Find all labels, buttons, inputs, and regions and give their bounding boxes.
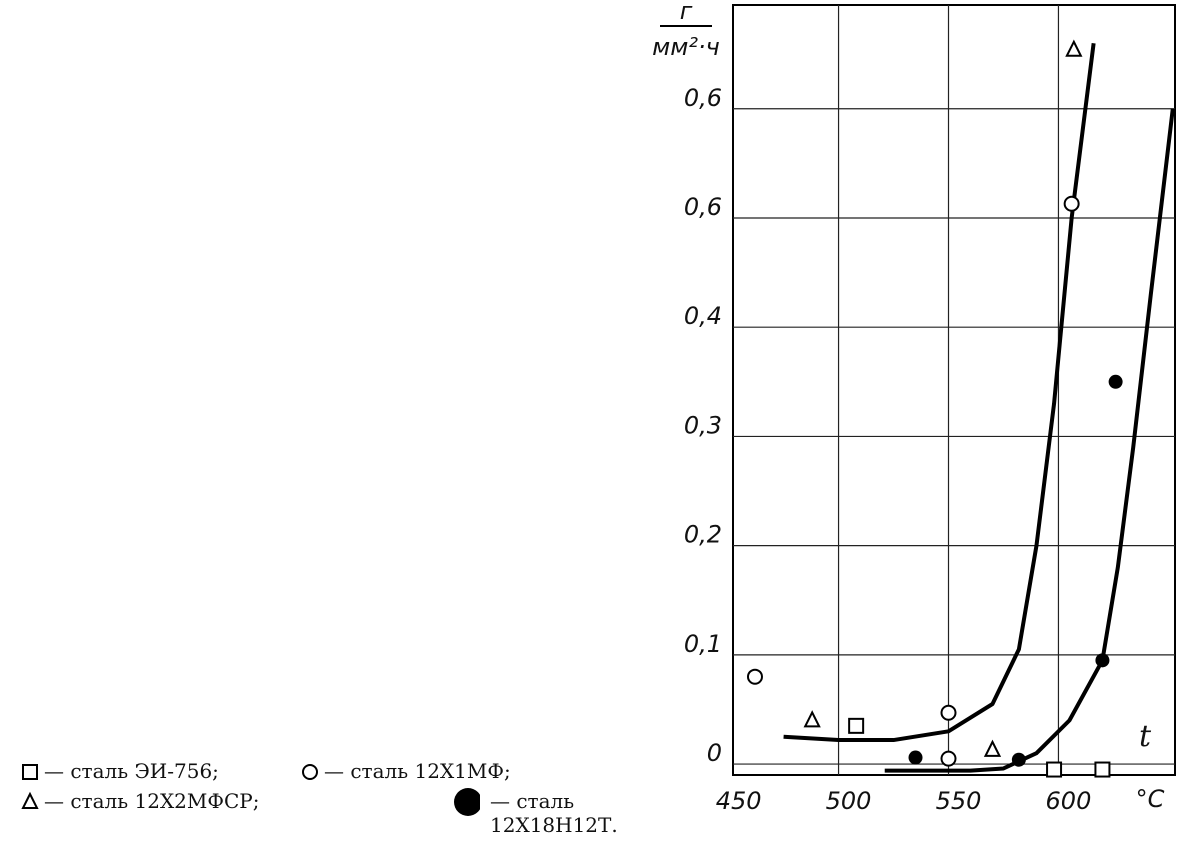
y-tick-label: 0,4 bbox=[684, 302, 722, 330]
circle-marker bbox=[302, 764, 318, 780]
y-tick-label: 0,6 bbox=[684, 193, 722, 221]
circle-marker bbox=[940, 704, 957, 721]
x-tick-label: 500 bbox=[826, 787, 872, 815]
x-unit: °C bbox=[1136, 785, 1165, 813]
dot-marker bbox=[1095, 653, 1110, 668]
circle-marker bbox=[940, 750, 957, 767]
dot-marker bbox=[454, 788, 480, 816]
fit-curve bbox=[884, 108, 1175, 773]
y-label-numerator: г bbox=[680, 0, 693, 25]
square-marker bbox=[1046, 761, 1063, 778]
triangle-marker bbox=[21, 791, 39, 809]
circle-marker bbox=[746, 668, 763, 685]
legend-label: — сталь ЭИ-756; bbox=[44, 759, 219, 783]
y-tick-label: 0,6 bbox=[684, 84, 722, 112]
dot-marker bbox=[1011, 752, 1026, 767]
circle-marker bbox=[1063, 195, 1080, 212]
legend-label: — сталь 12Х18Н12Т. bbox=[490, 789, 618, 837]
x-tick-label: 550 bbox=[936, 787, 982, 815]
plot-frame bbox=[732, 4, 1176, 776]
dot-marker bbox=[1108, 374, 1123, 389]
square-marker bbox=[22, 764, 38, 780]
y-tick-label: 0,1 bbox=[684, 630, 722, 658]
legend-marker bbox=[302, 764, 318, 780]
triangle-marker bbox=[1065, 39, 1083, 57]
legend-label: — сталь 12Х1МФ; bbox=[324, 759, 511, 783]
x-label: t bbox=[1139, 719, 1152, 754]
fit-curve bbox=[783, 42, 1096, 743]
legend-label: — сталь 12Х2МФСР; bbox=[44, 789, 260, 813]
y-tick-label: 0,3 bbox=[684, 411, 722, 439]
dot-marker bbox=[908, 750, 923, 765]
y-tick-label: 0,2 bbox=[684, 521, 722, 549]
square-marker bbox=[1094, 761, 1111, 778]
x-tick-label: 600 bbox=[1046, 787, 1092, 815]
legend-marker bbox=[22, 764, 38, 780]
y-tick-label: 0 bbox=[707, 739, 722, 767]
x-tick-label: 450 bbox=[716, 787, 762, 815]
square-marker bbox=[848, 717, 865, 734]
y-label-denominator: мм²·ч bbox=[652, 33, 720, 61]
triangle-marker bbox=[983, 739, 1002, 757]
legend-marker bbox=[454, 788, 480, 816]
triangle-marker bbox=[803, 710, 821, 728]
legend-marker bbox=[21, 791, 39, 809]
